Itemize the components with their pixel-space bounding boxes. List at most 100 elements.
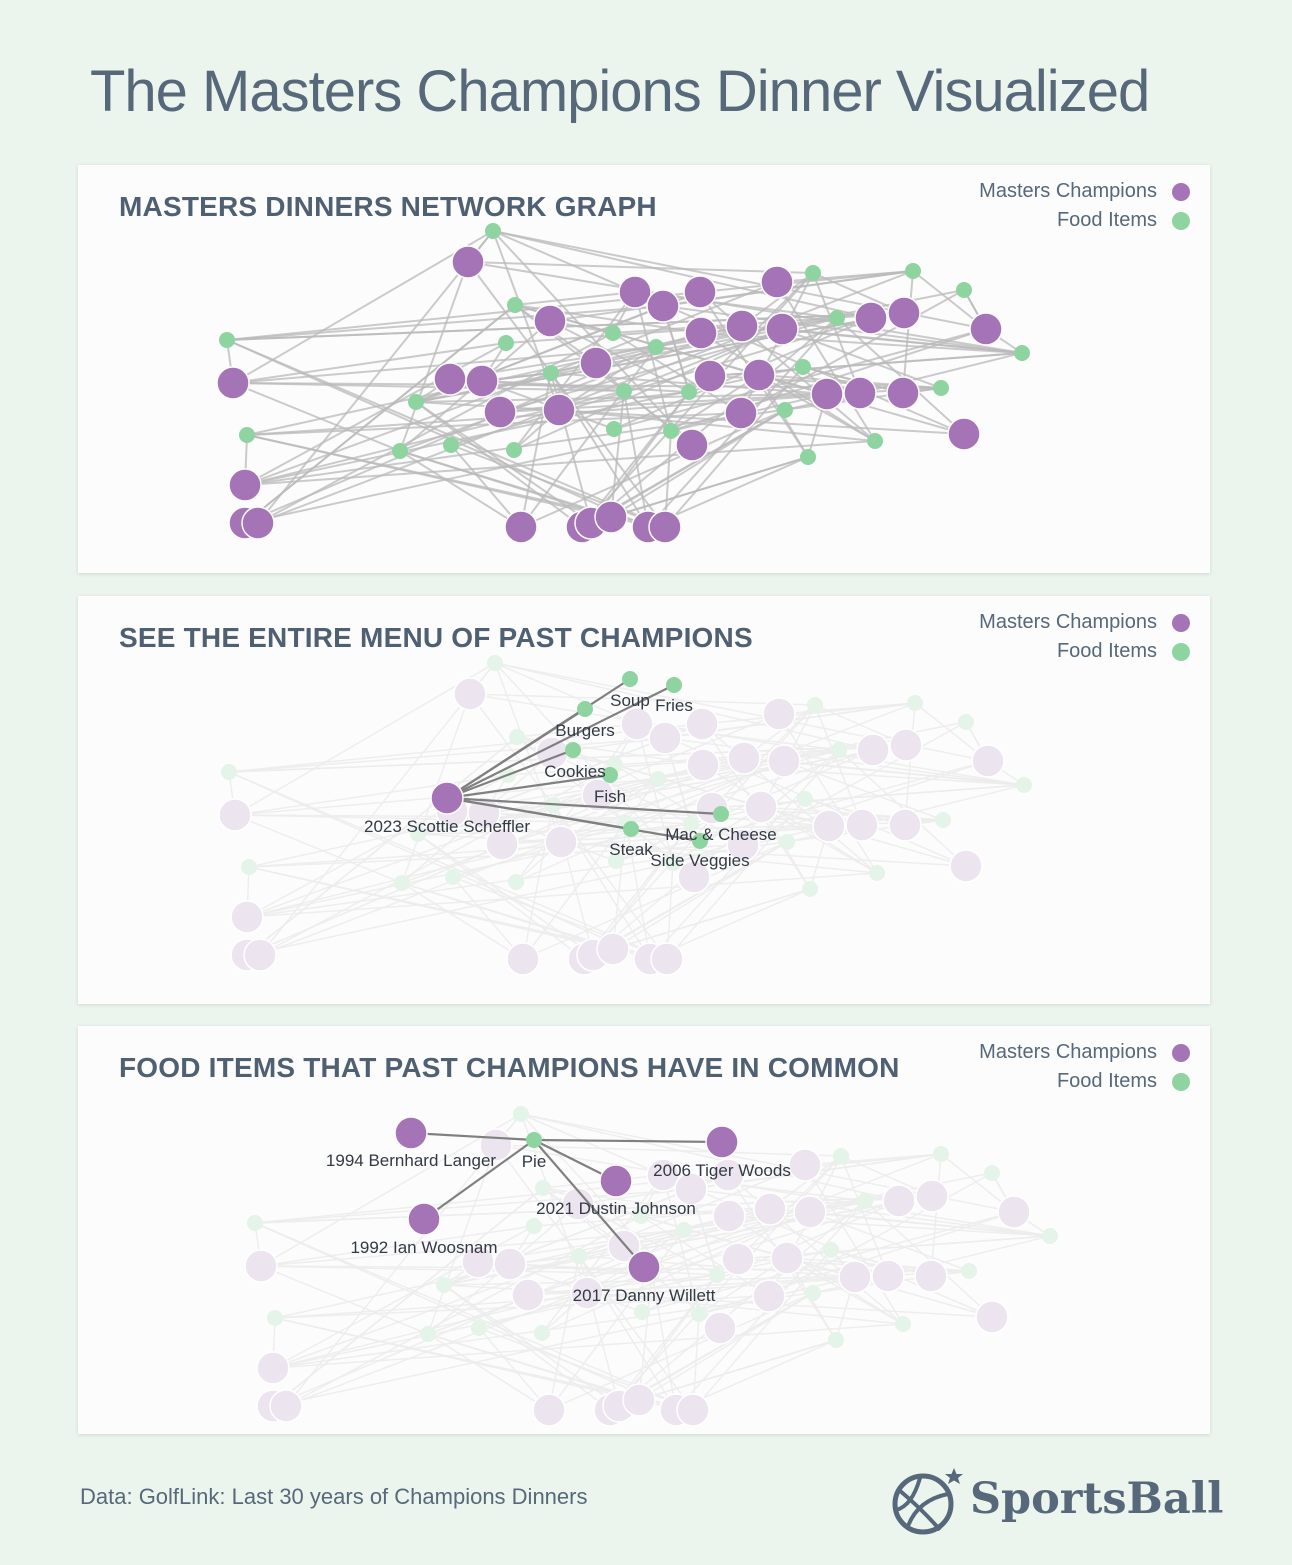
champion-node[interactable] xyxy=(216,366,250,400)
food-node[interactable] xyxy=(509,729,525,745)
legend-item-champions[interactable]: Masters Champions xyxy=(979,1038,1190,1067)
food-node[interactable] xyxy=(867,433,883,449)
champion-node[interactable] xyxy=(620,707,654,741)
champion-node[interactable] xyxy=(579,346,613,380)
food-node[interactable] xyxy=(681,384,697,400)
food-node[interactable] xyxy=(526,1218,542,1234)
champion-node[interactable] xyxy=(727,741,761,775)
food-node[interactable] xyxy=(221,764,237,780)
food-node[interactable] xyxy=(795,359,811,375)
food-node[interactable] xyxy=(471,1320,487,1336)
legend-item-food[interactable]: Food Items xyxy=(979,1067,1190,1096)
food-node[interactable] xyxy=(241,859,257,875)
champion-node[interactable] xyxy=(705,1125,739,1159)
champion-node[interactable] xyxy=(793,1195,827,1229)
champion-node[interactable] xyxy=(622,1383,656,1417)
champion-node[interactable] xyxy=(648,721,682,755)
food-node[interactable] xyxy=(683,816,699,832)
champion-node[interactable] xyxy=(744,790,778,824)
champion-node[interactable] xyxy=(711,1158,745,1192)
food-node[interactable] xyxy=(267,1310,283,1326)
food-node[interactable] xyxy=(513,1106,529,1122)
champion-node[interactable] xyxy=(812,809,846,843)
food-node[interactable] xyxy=(650,771,666,787)
legend-item-champions[interactable]: Masters Champions xyxy=(979,608,1190,637)
champion-node[interactable] xyxy=(483,395,517,429)
food-node[interactable] xyxy=(805,265,821,281)
champion-node[interactable] xyxy=(407,1202,441,1236)
food-node[interactable] xyxy=(857,1193,873,1209)
food-node[interactable] xyxy=(534,1325,550,1341)
champion-node[interactable] xyxy=(838,1260,872,1294)
food-node[interactable] xyxy=(665,855,681,871)
champion-node[interactable] xyxy=(703,1311,737,1345)
champion-node[interactable] xyxy=(230,900,264,934)
champion-node[interactable] xyxy=(810,377,844,411)
champion-node[interactable] xyxy=(228,468,262,502)
champion-node[interactable] xyxy=(914,1259,948,1293)
champion-node[interactable] xyxy=(753,1192,787,1226)
champion-node[interactable] xyxy=(752,1279,786,1313)
food-node[interactable] xyxy=(420,1326,436,1342)
champion-node[interactable] xyxy=(726,828,760,862)
champion-node[interactable] xyxy=(871,1259,905,1293)
champion-node[interactable] xyxy=(675,428,709,462)
champion-node[interactable] xyxy=(511,1278,545,1312)
food-node[interactable] xyxy=(436,1277,452,1293)
champion-node[interactable] xyxy=(949,849,983,883)
food-node[interactable] xyxy=(833,1148,849,1164)
champion-node[interactable] xyxy=(394,1116,428,1150)
food-node[interactable] xyxy=(648,339,664,355)
food-node[interactable] xyxy=(956,282,972,298)
champion-node[interactable] xyxy=(650,942,684,976)
food-node[interactable] xyxy=(410,826,426,842)
food-node[interactable] xyxy=(829,310,845,326)
food-node[interactable] xyxy=(933,380,949,396)
food-node[interactable] xyxy=(692,833,708,849)
food-node[interactable] xyxy=(905,263,921,279)
champion-node[interactable] xyxy=(724,396,758,430)
food-node[interactable] xyxy=(622,671,638,687)
food-node[interactable] xyxy=(779,834,795,850)
champion-node[interactable] xyxy=(686,748,720,782)
champion-node[interactable] xyxy=(693,359,727,393)
food-node[interactable] xyxy=(807,697,823,713)
food-node[interactable] xyxy=(507,297,523,313)
champion-node[interactable] xyxy=(646,1158,680,1192)
champion-node[interactable] xyxy=(269,1389,303,1423)
food-node[interactable] xyxy=(606,421,622,437)
food-node[interactable] xyxy=(487,655,503,671)
champion-node[interactable] xyxy=(721,1242,755,1276)
food-node[interactable] xyxy=(602,767,618,783)
food-node[interactable] xyxy=(571,1248,587,1264)
food-node[interactable] xyxy=(961,1263,977,1279)
food-node[interactable] xyxy=(823,1242,839,1258)
champion-node[interactable] xyxy=(762,697,796,731)
food-node[interactable] xyxy=(526,1132,542,1148)
champion-node[interactable] xyxy=(542,393,576,427)
champion-node[interactable] xyxy=(599,1164,633,1198)
champion-node[interactable] xyxy=(889,728,923,762)
champion-node[interactable] xyxy=(997,1195,1031,1229)
champion-node[interactable] xyxy=(243,938,277,972)
champion-node[interactable] xyxy=(218,798,252,832)
legend-item-food[interactable]: Food Items xyxy=(979,206,1190,235)
food-node[interactable] xyxy=(869,865,885,881)
food-node[interactable] xyxy=(616,383,632,399)
champion-node[interactable] xyxy=(677,860,711,894)
food-node[interactable] xyxy=(1016,777,1032,793)
champion-node[interactable] xyxy=(532,1393,566,1427)
champion-node[interactable] xyxy=(465,364,499,398)
food-node[interactable] xyxy=(666,677,682,693)
legend-item-champions[interactable]: Masters Champions xyxy=(979,177,1190,206)
food-node[interactable] xyxy=(802,881,818,897)
food-node[interactable] xyxy=(805,1285,821,1301)
champion-node[interactable] xyxy=(544,825,578,859)
champion-node[interactable] xyxy=(767,744,801,778)
champion-node[interactable] xyxy=(504,510,538,544)
champion-node[interactable] xyxy=(256,1351,290,1385)
food-node[interactable] xyxy=(958,714,974,730)
champion-node[interactable] xyxy=(570,1276,604,1310)
champion-node[interactable] xyxy=(886,376,920,410)
champion-node[interactable] xyxy=(453,677,487,711)
